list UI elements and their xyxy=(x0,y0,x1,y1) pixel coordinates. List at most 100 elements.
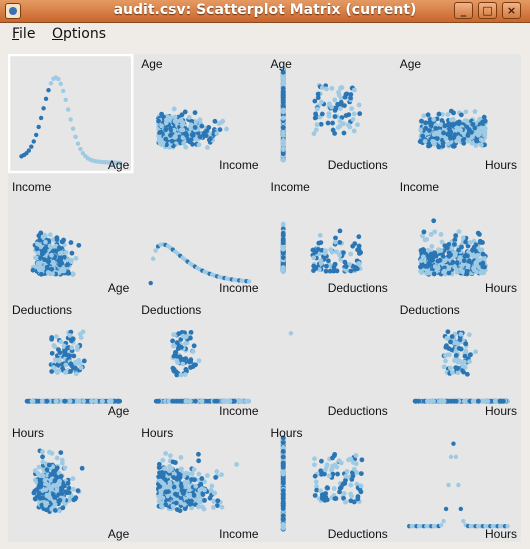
scatter-point xyxy=(319,458,324,464)
scatter-point xyxy=(201,506,207,512)
close-button[interactable]: × xyxy=(502,2,521,19)
scatter-point xyxy=(421,229,427,235)
panel-hours-vs-hours[interactable]: Hours xyxy=(395,423,521,542)
panel-age-vs-age[interactable]: Age xyxy=(8,54,134,174)
scatter-point xyxy=(33,255,38,261)
menu-bar: File Options xyxy=(0,23,530,47)
density-point xyxy=(34,132,39,138)
scatter-point xyxy=(49,350,55,356)
density-point xyxy=(117,160,122,166)
scatter-point xyxy=(65,262,71,268)
scatter-point xyxy=(50,271,56,277)
scatter-point xyxy=(65,345,71,351)
panel-deductions-vs-deductions[interactable]: Deductions xyxy=(266,300,392,419)
scatter-point xyxy=(59,260,65,266)
scatter-point xyxy=(164,142,169,148)
scatter-point xyxy=(432,250,438,256)
scatter-point xyxy=(99,398,105,404)
scatter-point xyxy=(214,131,220,136)
scatter-point xyxy=(183,334,189,340)
scatter-point xyxy=(464,371,470,377)
scatter-point xyxy=(280,107,286,113)
density-point xyxy=(150,256,156,261)
density-point xyxy=(46,87,51,93)
scatter-point xyxy=(501,398,506,404)
scatter-point xyxy=(332,107,338,113)
scatter-point xyxy=(458,331,464,337)
scatter-point xyxy=(59,460,65,466)
title-bar[interactable]: audit.csv: Scatterplot Matrix (current) … xyxy=(0,0,530,23)
panel-income-vs-income[interactable]: Income xyxy=(137,177,263,296)
scatter-point xyxy=(473,242,479,248)
scatter-point xyxy=(454,260,460,265)
scatter-point xyxy=(52,483,58,488)
scatter-point xyxy=(331,453,337,459)
x-axis-label: Deductions xyxy=(328,158,388,172)
scatter-point xyxy=(163,127,169,133)
density-point xyxy=(153,248,158,253)
scatter-point xyxy=(66,353,71,358)
scatter-point xyxy=(458,127,463,133)
scatter-point xyxy=(178,127,184,133)
scatter-point xyxy=(197,499,203,505)
scatter-point xyxy=(209,483,215,489)
scatter-point xyxy=(330,120,335,126)
scatter-point xyxy=(182,109,188,115)
scatterplot-matrix[interactable]: Age Age Income Age Deductions Age Hours Income A… xyxy=(8,54,521,542)
scatter-point xyxy=(184,398,190,404)
scatter-point xyxy=(318,488,324,494)
scatter-point xyxy=(329,85,335,91)
scatter-point xyxy=(492,398,498,404)
scatter-point xyxy=(171,127,177,133)
minimize-button[interactable]: _ xyxy=(454,2,473,19)
scatter-point xyxy=(280,66,286,72)
scatter-point xyxy=(441,130,446,136)
density-point xyxy=(78,146,83,152)
scatter-point xyxy=(191,343,197,349)
scatter-point xyxy=(57,497,63,503)
menu-file[interactable]: File xyxy=(12,26,35,42)
scatter-point xyxy=(50,237,56,242)
scatter-point xyxy=(449,334,455,339)
scatter-point xyxy=(73,255,79,261)
app-icon[interactable] xyxy=(5,3,21,19)
scatter-point xyxy=(464,268,470,274)
scatter-point xyxy=(45,270,51,275)
scatter-point xyxy=(60,505,66,511)
scatter-point xyxy=(24,398,30,404)
maximize-button[interactable]: □ xyxy=(478,2,497,19)
scatter-point xyxy=(439,118,445,123)
scatter-point xyxy=(330,127,336,133)
scatter-point xyxy=(176,331,182,337)
scatter-point xyxy=(39,472,45,478)
scatter-point xyxy=(466,332,472,338)
scatter-point xyxy=(219,472,224,478)
scatter-point xyxy=(54,237,60,243)
scatter-point xyxy=(322,251,328,256)
scatter-point xyxy=(38,230,44,236)
scatter-point xyxy=(165,489,171,495)
scatter-point xyxy=(448,117,454,123)
scatter-point xyxy=(280,76,286,82)
scatter-point xyxy=(199,486,205,492)
scatter-point xyxy=(339,85,345,90)
scatter-point xyxy=(440,140,446,146)
scatter-point xyxy=(428,122,434,128)
scatter-point xyxy=(196,358,202,364)
scatter-point xyxy=(172,114,178,120)
scatter-point xyxy=(326,111,332,117)
menu-options[interactable]: Options xyxy=(52,26,106,42)
